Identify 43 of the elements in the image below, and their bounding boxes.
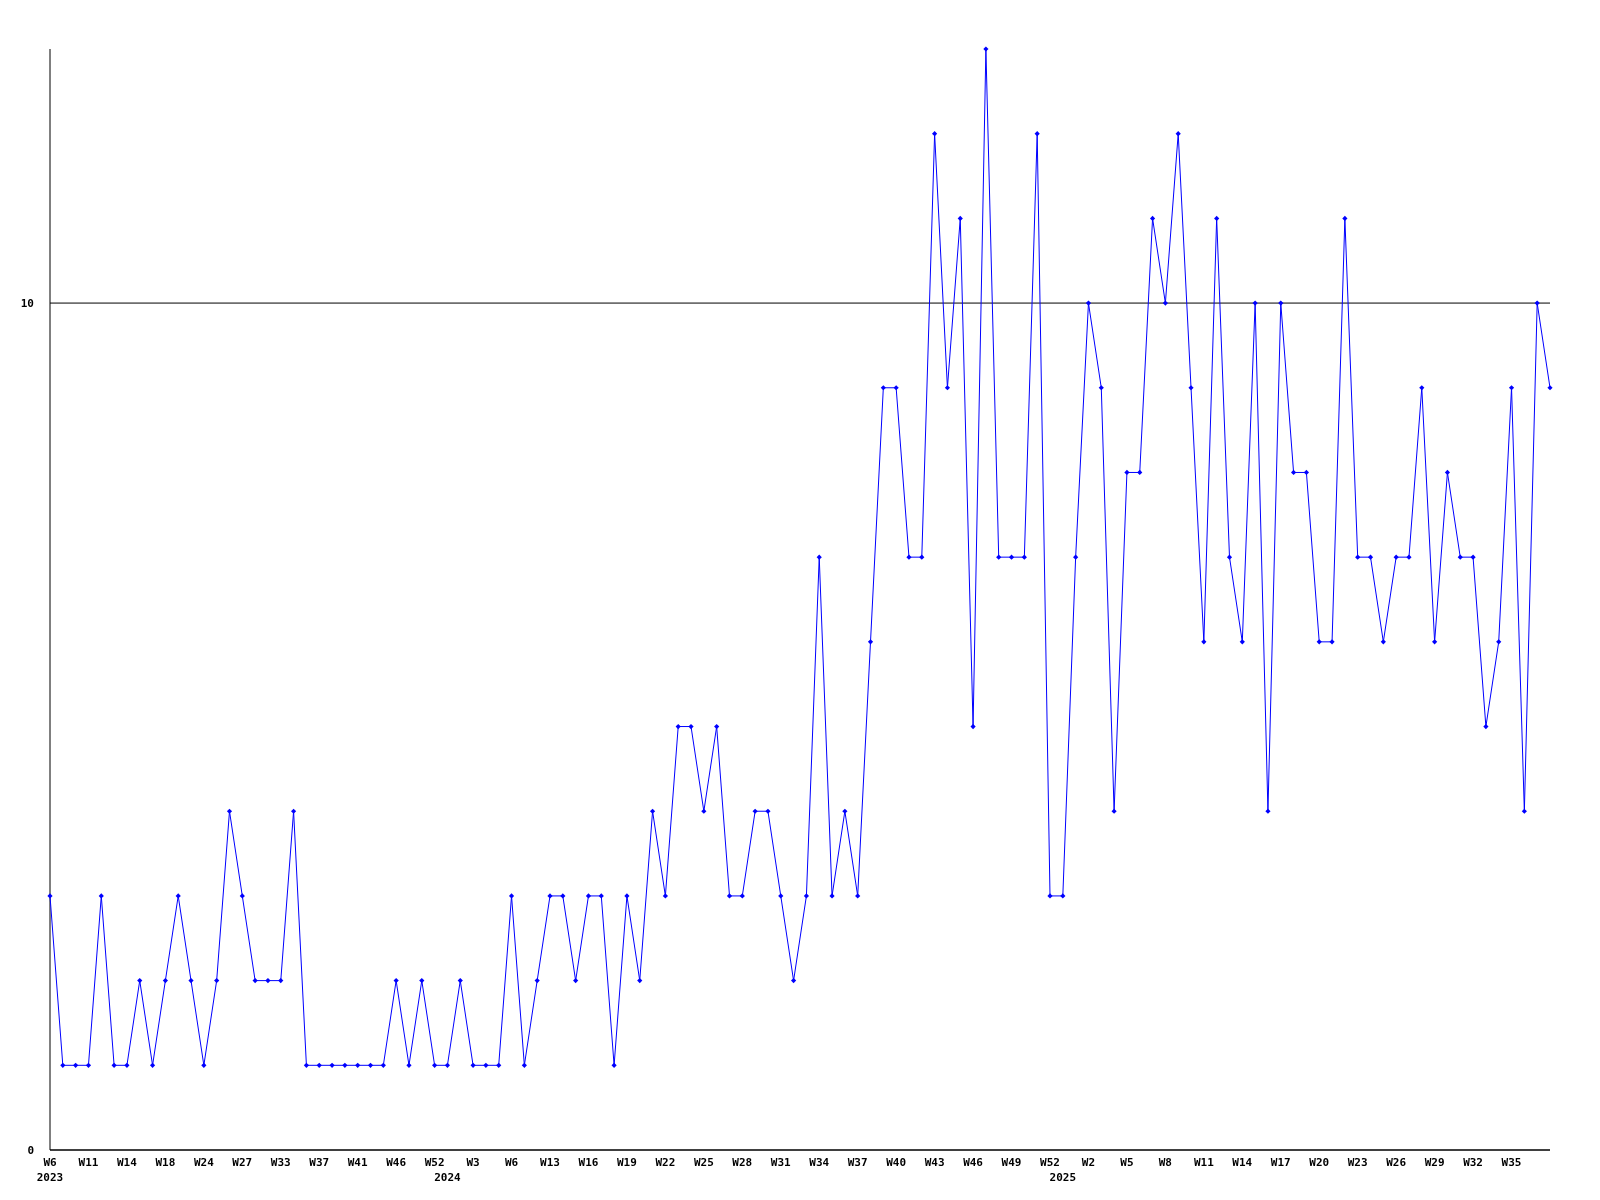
x-tick-label: W16 <box>578 1156 599 1169</box>
x-tick-label: W24 <box>193 1156 215 1169</box>
x-tick-label: W33 <box>270 1156 291 1169</box>
x-tick-label: W19 <box>616 1156 637 1169</box>
x-tick-label: W22 <box>655 1156 676 1169</box>
x-tick-label: W46 <box>963 1156 984 1169</box>
x-tick-label: W25 <box>693 1156 714 1169</box>
x-tick-label: W23 <box>1347 1156 1368 1169</box>
x-tick-label: W31 <box>770 1156 792 1169</box>
x-tick-label: W40 <box>886 1156 907 1169</box>
x-tick-label: W46 <box>386 1156 407 1169</box>
x-tick-label: W41 <box>347 1156 368 1169</box>
x-tick-label: W8 <box>1158 1156 1173 1169</box>
x-tick-label: W14 <box>1232 1156 1253 1169</box>
y-tick-label: 0 <box>27 1143 34 1157</box>
x-tick-label: W27 <box>232 1156 253 1169</box>
x-tick-label: W52 <box>424 1156 445 1169</box>
x-tick-label: W32 <box>1463 1156 1484 1169</box>
x-tick-label: W5 <box>1120 1156 1134 1169</box>
x-tick-label: W43 <box>924 1156 945 1169</box>
x-tick-label: W3 <box>466 1156 480 1169</box>
x-tick-label: W11 <box>78 1156 99 1169</box>
x-tick-label: W6 2023 <box>36 1156 64 1184</box>
x-tick-label: W37 <box>847 1156 868 1169</box>
x-tick-label: W29 <box>1424 1156 1445 1169</box>
x-tick-label: W17 <box>1270 1156 1291 1169</box>
x-tick-label: W20 <box>1309 1156 1330 1169</box>
x-tick-label: W13 <box>540 1156 560 1169</box>
x-tick-label: W26 <box>1386 1156 1407 1169</box>
x-tick-label: W34 <box>809 1156 830 1169</box>
x-tick-label: W11 <box>1193 1156 1215 1169</box>
x-tick-label: W52 <box>1040 1156 1060 1169</box>
x-tick-label: 2025 <box>1049 1171 1077 1184</box>
x-tick-label: W35 <box>1501 1156 1522 1169</box>
x-tick-label: W37 <box>309 1156 330 1169</box>
x-tick-label: W14 <box>116 1156 138 1169</box>
x-tick-label: W2 <box>1081 1156 1096 1169</box>
x-tick-label: W49 <box>1001 1156 1022 1169</box>
x-tick-label: W18 <box>155 1156 176 1169</box>
y-tick-label: 10 <box>20 296 34 310</box>
x-tick-label: W28 <box>732 1156 753 1169</box>
x-tick-label: W6 <box>504 1156 519 1169</box>
x-tick-label: 2024 <box>434 1171 462 1184</box>
